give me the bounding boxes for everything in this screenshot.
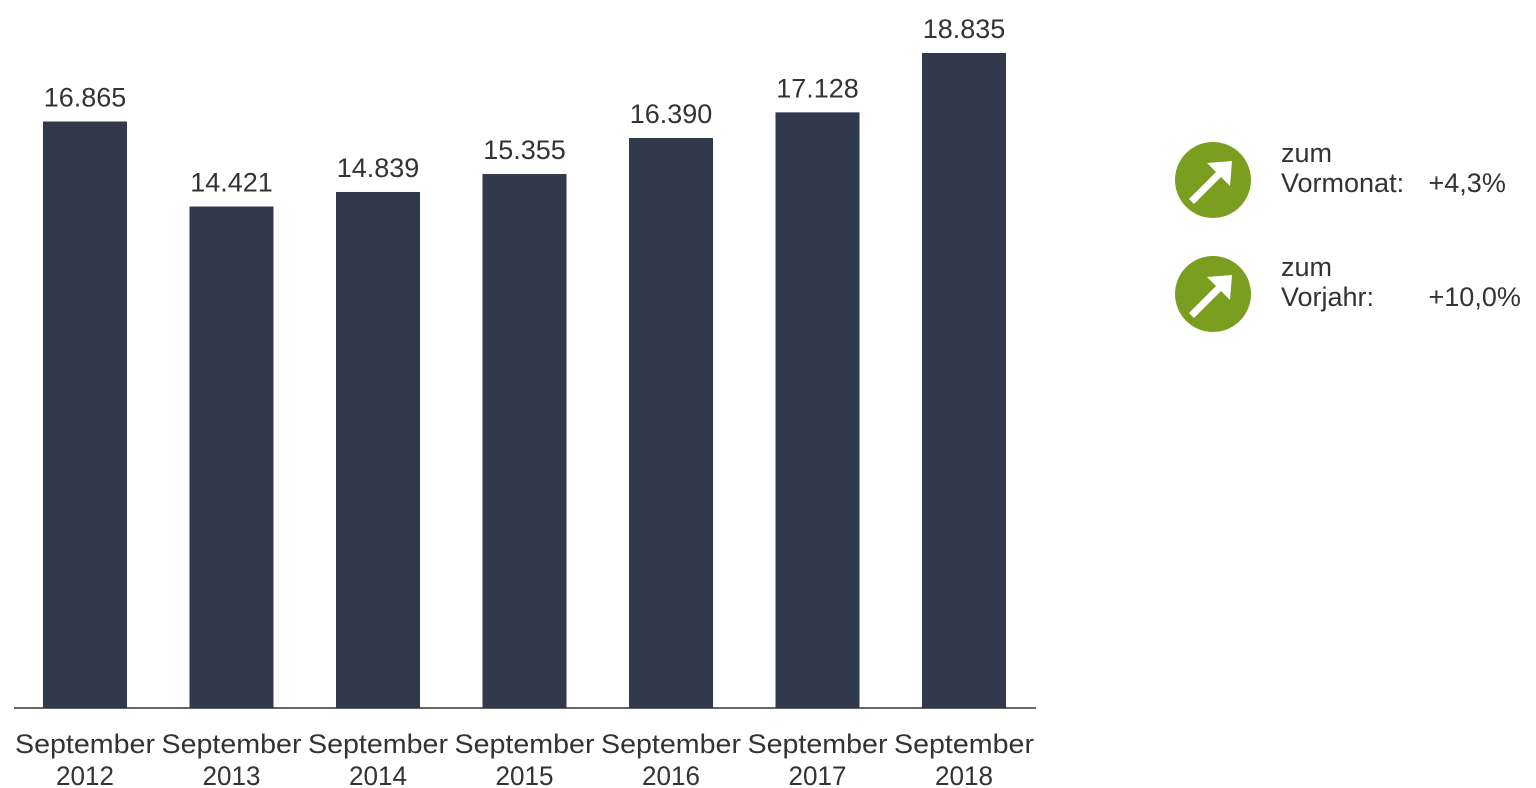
arrow-up-right-icon bbox=[1175, 142, 1251, 218]
stat-value: +10,0% bbox=[1428, 282, 1521, 312]
bar-0 bbox=[43, 121, 127, 708]
stat-prefix: zum bbox=[1281, 252, 1333, 282]
bar-value-label: 17.128 bbox=[776, 73, 859, 103]
x-tick-label: September 2016 bbox=[601, 729, 741, 788]
x-tick-label: September 2013 bbox=[162, 729, 302, 788]
bar-value-label: 16.390 bbox=[630, 99, 713, 129]
stat-value: +4,3% bbox=[1428, 168, 1506, 198]
stat-name: Vormonat: bbox=[1281, 168, 1405, 198]
bars-group bbox=[43, 53, 1006, 709]
value-labels-group: 16.865 14.421 14.839 15.355 16.390 17.128 18.8… bbox=[44, 14, 1006, 197]
bar-1 bbox=[189, 206, 274, 708]
stat-vorjahr: zum Vorjahr: +10,0% bbox=[1175, 252, 1521, 332]
stat-label: zum Vorjahr: +10,0% bbox=[1281, 252, 1521, 312]
x-tick-label: September 2015 bbox=[455, 729, 595, 788]
bar-6 bbox=[922, 53, 1006, 708]
x-tick-label: September 2017 bbox=[748, 729, 888, 788]
bar-2 bbox=[336, 191, 420, 709]
x-tick-label: September 2018 bbox=[894, 729, 1034, 788]
stat-label: zum Vormonat: +4,3% bbox=[1281, 138, 1506, 198]
bar-4 bbox=[629, 138, 713, 708]
bar-5 bbox=[775, 112, 860, 709]
stat-name: Vorjahr: bbox=[1281, 282, 1375, 312]
stat-vormonat: zum Vormonat: +4,3% bbox=[1175, 138, 1515, 218]
bar-3 bbox=[482, 174, 567, 708]
x-tick-label: September 2012 bbox=[15, 729, 155, 788]
arrow-up-right-icon bbox=[1175, 256, 1251, 332]
stat-prefix: zum bbox=[1281, 138, 1333, 168]
bar-value-label: 14.839 bbox=[337, 153, 420, 183]
bar-value-label: 14.421 bbox=[190, 167, 273, 197]
bar-value-label: 18.835 bbox=[923, 14, 1006, 44]
bar-value-label: 16.865 bbox=[44, 83, 127, 113]
x-tick-label: September 2014 bbox=[308, 729, 448, 788]
bar-value-label: 15.355 bbox=[483, 135, 566, 165]
